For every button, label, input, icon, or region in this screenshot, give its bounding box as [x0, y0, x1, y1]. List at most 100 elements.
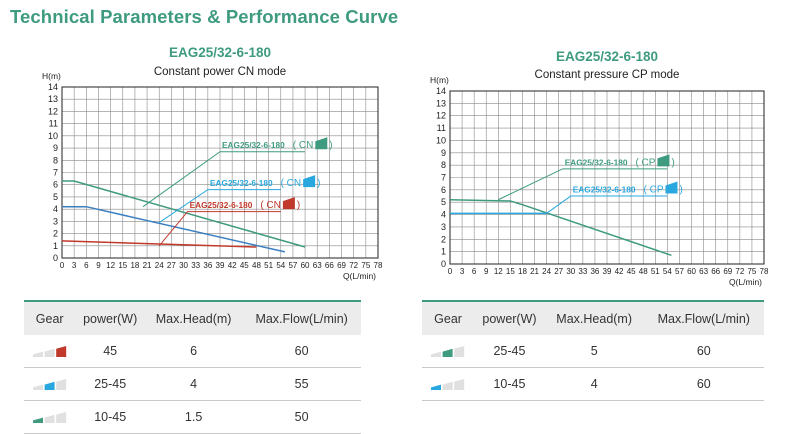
- y-axis-label: H(m): [42, 71, 61, 81]
- x-tick-label: 33: [578, 267, 587, 276]
- gear-indicator: [32, 412, 66, 423]
- annotation-close-paren: ): [671, 157, 674, 168]
- gear-bar: [55, 379, 66, 390]
- y-tick-label: 4: [53, 204, 58, 214]
- y-axis-label: H(m): [430, 75, 449, 85]
- x-tick-label: 30: [179, 261, 188, 270]
- y-tick-label: 3: [441, 222, 446, 232]
- gear-bar: [454, 346, 465, 357]
- gear-bar: [454, 379, 465, 390]
- x-tick-label: 75: [361, 261, 370, 270]
- max-head-cell: 5: [544, 335, 644, 368]
- table-header-row: Gear power(W) Max.Head(m) Max.Flow(L/min…: [422, 300, 764, 335]
- table-row: 10-45 1.5 50: [24, 400, 361, 434]
- max-head-cell: 4: [144, 367, 243, 401]
- x-tick-label: 30: [566, 267, 575, 276]
- series-line-gear-3: [61, 240, 257, 248]
- column-header-max-flow: Max.Flow(L/min): [242, 300, 361, 335]
- chart-cp-title: EAG25/32-6-180: [556, 49, 658, 64]
- x-tick-label: 78: [374, 261, 383, 270]
- x-tick-label: 21: [143, 261, 152, 270]
- y-tick-label: 0: [441, 259, 446, 269]
- max-head-cell: 6: [144, 335, 243, 368]
- column-header-max-flow: Max.Flow(L/min): [643, 300, 764, 335]
- y-tick-label: 14: [436, 86, 446, 96]
- x-tick-label: 69: [723, 267, 732, 276]
- column-header-max-head: Max.Head(m): [144, 300, 243, 335]
- y-tick-label: 11: [49, 119, 58, 129]
- annotation-close-paren: ): [317, 178, 320, 189]
- column-header-gear: Gear: [24, 300, 76, 335]
- x-tick-label: 39: [603, 267, 612, 276]
- gear-level-icon: [282, 197, 295, 210]
- gear-indicator: [32, 379, 66, 390]
- y-tick-label: 5: [53, 192, 58, 202]
- max-flow-cell: 60: [643, 335, 764, 368]
- gear-bar: [32, 351, 43, 357]
- gear-indicator-icon: [431, 379, 465, 390]
- gear-cell: [24, 335, 76, 368]
- annotation-mode-label: ( CN: [293, 140, 314, 151]
- plot-frame: [449, 90, 765, 265]
- x-tick-label: 42: [615, 267, 624, 276]
- gear-level-icon: [657, 154, 670, 167]
- y-tick-label: 4: [441, 210, 446, 220]
- x-tick-label: 12: [494, 267, 503, 276]
- x-tick-label: 42: [228, 261, 237, 270]
- gear-level-icon: [315, 137, 328, 150]
- x-tick-label: 18: [130, 261, 139, 270]
- gear-bar: [442, 348, 453, 357]
- x-tick-label: 39: [216, 261, 225, 270]
- y-tick-label: 11: [437, 123, 446, 133]
- chart-constant-pressure: EAG25/32-6-180 Constant pressure CP mode 0…: [430, 49, 769, 287]
- gear-indicator-icon: [32, 412, 66, 423]
- y-tick-label: 6: [53, 180, 58, 190]
- table-row: 10-45 4 60: [422, 367, 764, 401]
- x-tick-label: 12: [106, 261, 115, 270]
- x-tick-label: 45: [240, 261, 249, 270]
- x-tick-label: 51: [264, 261, 273, 270]
- x-tick-label: 54: [276, 261, 285, 270]
- y-tick-label: 2: [441, 234, 446, 244]
- x-tick-label: 0: [448, 267, 453, 276]
- gear-bar: [442, 381, 453, 390]
- x-tick-label: 60: [301, 261, 310, 270]
- y-tick-label: 14: [48, 82, 58, 92]
- x-tick-label: 63: [313, 261, 322, 270]
- table-header-row: Gear power(W) Max.Head(m) Max.Flow(L/min…: [24, 300, 361, 335]
- annotation-label: EAG25/32-6-180: [222, 140, 285, 150]
- x-tick-label: 18: [518, 267, 527, 276]
- x-tick-label: 72: [735, 267, 744, 276]
- annotation-label: EAG25/32-6-180: [190, 200, 253, 210]
- max-flow-cell: 55: [242, 367, 361, 401]
- x-tick-label: 63: [699, 267, 708, 276]
- plot-grid: [449, 90, 765, 265]
- y-tick-label: 7: [441, 173, 446, 183]
- max-head-cell: 4: [544, 367, 644, 401]
- gear-indicator-icon: [32, 379, 66, 390]
- max-head-cell: 1.5: [144, 400, 243, 434]
- gear-bar: [431, 351, 442, 357]
- column-header-power: power(W): [75, 300, 145, 335]
- x-tick-label: 57: [288, 261, 297, 270]
- x-axis-label: Q(L/min): [729, 277, 762, 287]
- gear-bar: [44, 348, 55, 357]
- annotation-leader-line: [158, 189, 281, 223]
- table-row: 25-45 4 55: [24, 367, 361, 401]
- annotation-close-paren: ): [680, 185, 683, 196]
- gear-bar: [44, 381, 55, 390]
- gear-indicator: [431, 379, 465, 390]
- y-tick-label: 1: [441, 247, 446, 257]
- table-row: 45 6 60: [24, 335, 361, 368]
- annotation-label: EAG25/32-6-180: [210, 178, 273, 188]
- series-line-gear-1: [449, 198, 672, 257]
- gear-cell: [24, 367, 76, 401]
- chart-cp-subtitle: Constant pressure CP mode: [535, 69, 680, 81]
- x-tick-label: 45: [627, 267, 636, 276]
- x-tick-label: 36: [203, 261, 212, 270]
- y-tick-label: 7: [53, 168, 58, 178]
- x-tick-label: 69: [337, 261, 346, 270]
- gear-bar: [431, 384, 442, 390]
- page-title: Technical Parameters & Performance Curve: [10, 6, 399, 27]
